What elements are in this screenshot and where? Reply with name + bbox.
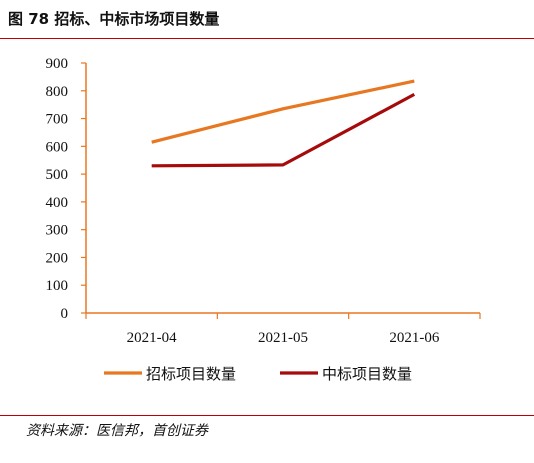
y-tick-label: 600: [46, 139, 69, 155]
source-rule: [0, 415, 534, 416]
chart-axes: 0 100 200 300 400 500 600 700 800 900 2021-04 2021-…: [46, 56, 481, 346]
y-tick-label: 900: [46, 56, 69, 72]
series-line-2: [151, 92, 416, 168]
y-tick-label: 400: [46, 195, 69, 211]
y-tick-label: 0: [61, 306, 69, 322]
chart-legend: 招标项目数量 中标项目数量: [104, 365, 412, 383]
x-tick-label: 2021-04: [127, 330, 177, 346]
x-tick-label: 2021-05: [258, 330, 308, 346]
chart-series: [151, 79, 416, 168]
x-tick-label: 2021-06: [389, 330, 439, 346]
legend-label-1: 招标项目数量: [146, 365, 236, 383]
y-tick-label: 500: [46, 167, 69, 183]
source-note: 资料来源：医信邦，首创证券: [26, 423, 208, 439]
y-tick-label: 200: [46, 250, 69, 266]
figure-title: 图 78 招标、中标市场项目数量: [8, 10, 220, 28]
legend-label-2: 中标项目数量: [322, 365, 412, 383]
title-rule: [0, 38, 534, 39]
y-tick-label: 800: [46, 84, 69, 100]
y-tick-label: 300: [46, 223, 69, 239]
y-tick-label: 100: [46, 278, 69, 294]
series-line-1: [151, 79, 415, 144]
y-tick-label: 700: [46, 112, 69, 128]
